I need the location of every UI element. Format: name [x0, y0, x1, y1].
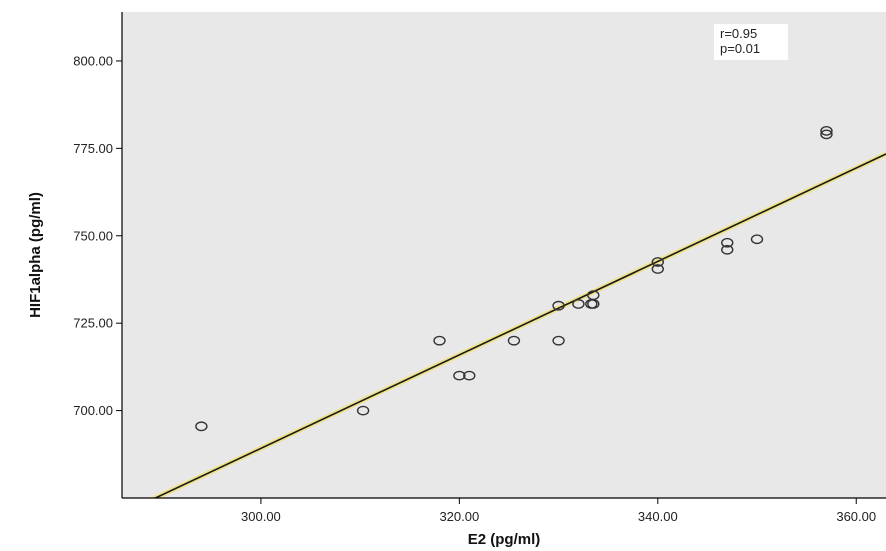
y-tick-label: 725.00 — [73, 316, 113, 331]
y-tick-label: 800.00 — [73, 53, 113, 68]
data-point-19 — [820, 125, 833, 136]
y-axis-title: HIF1alpha (pg/ml) — [27, 192, 44, 318]
y-tick-label: 700.00 — [73, 403, 113, 418]
x-tick-label: 300.00 — [241, 509, 281, 524]
plot-area — [122, 12, 886, 498]
data-point-4 — [453, 370, 466, 381]
data-point-15 — [721, 244, 734, 255]
y-axis-ticks: 700.00 725.00 750.00 775.00 800.00 — [73, 53, 122, 418]
data-point-5 — [463, 370, 476, 381]
y-tick-label: 750.00 — [73, 228, 113, 243]
data-point-7 — [552, 335, 565, 346]
annotation-p: p=0.01 — [720, 41, 760, 56]
stats-annotation: r=0.95 p=0.01 — [714, 24, 788, 60]
data-point-16 — [721, 237, 734, 248]
x-tick-label: 340.00 — [638, 509, 678, 524]
data-point-2 — [356, 405, 370, 416]
annotation-box — [714, 24, 788, 60]
x-tick-label: 320.00 — [439, 509, 479, 524]
data-point-8 — [552, 300, 565, 311]
data-points — [195, 125, 833, 432]
data-point-13 — [651, 264, 664, 274]
data-point-3 — [433, 335, 446, 346]
regression-line — [149, 151, 886, 498]
data-point-6 — [507, 335, 521, 346]
x-tick-label: 360.00 — [836, 509, 876, 524]
y-tick-label: 775.00 — [73, 141, 113, 156]
regression-line-stroke — [153, 153, 886, 498]
data-point-18 — [820, 129, 833, 140]
x-axis-ticks: 300.00 320.00 340.00 360.00 — [241, 498, 876, 524]
data-point-12 — [587, 290, 600, 301]
data-point-14 — [651, 257, 664, 267]
data-point-9 — [572, 299, 585, 309]
annotation-r: r=0.95 — [720, 26, 757, 41]
x-axis-title: E2 (pg/ml) — [468, 531, 541, 548]
data-point-1 — [195, 421, 208, 432]
data-point-17 — [750, 234, 764, 245]
